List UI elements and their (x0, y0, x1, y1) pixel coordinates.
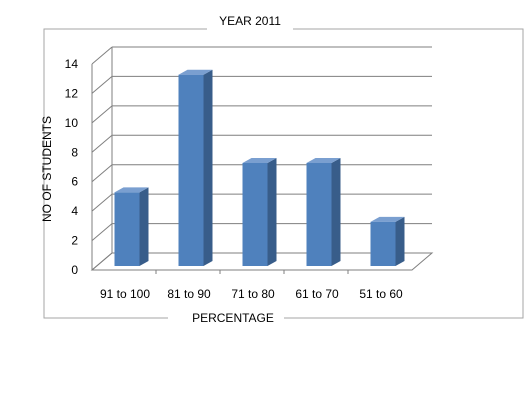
x-tick-label: 61 to 70 (295, 287, 339, 301)
gridline-depth (91, 105, 113, 124)
bar-top (242, 158, 277, 163)
gridline-depth (91, 134, 113, 153)
y-tick-label: 6 (71, 175, 78, 189)
bar (114, 187, 149, 266)
x-tick-label: 81 to 90 (167, 287, 211, 301)
gridline-depth (91, 223, 113, 241)
bar-front (178, 74, 204, 266)
chart-title: YEAR 2011 (219, 14, 281, 28)
gridline-depth (91, 193, 113, 212)
bar-front (242, 163, 268, 266)
bar (242, 158, 277, 266)
bar-side (331, 158, 341, 266)
bar-side (203, 69, 213, 266)
x-tick-label: 71 to 80 (231, 287, 275, 301)
y-tick-label: 14 (65, 57, 79, 71)
gridline-depth (91, 46, 113, 65)
bar-top (178, 69, 213, 75)
gridline-depth (91, 164, 113, 183)
bar-side (395, 216, 405, 266)
y-tick-label: 12 (65, 86, 79, 100)
x-tick-label: 51 to 60 (359, 287, 403, 301)
bar (370, 216, 405, 266)
bars (114, 69, 405, 266)
bar-top (306, 158, 341, 163)
bar-front (306, 163, 332, 266)
y-tick-label: 2 (71, 234, 78, 248)
y-tick-label: 10 (65, 116, 79, 130)
bar-side (139, 187, 149, 266)
y-tick-label: 4 (71, 204, 78, 218)
bar-side (267, 158, 277, 266)
y-axis-title: NO OF STUDENTS (40, 116, 54, 222)
chart-frame (43, 28, 524, 319)
x-tick-label: 91 to 100 (100, 287, 150, 301)
x-tick-labels: 91 to 100 81 to 90 71 to 80 61 to 70 51 to 6… (100, 287, 403, 301)
bar-top (114, 187, 149, 193)
bar (178, 69, 213, 266)
bar-front (114, 192, 140, 266)
bar-top (370, 216, 405, 222)
y-tick-labels: 0 2 4 6 8 10 12 14 (65, 57, 79, 277)
y-tick-label: 0 (71, 263, 78, 277)
y-tick-label: 8 (71, 145, 78, 159)
gridline-depth (91, 76, 113, 94)
x-axis-title: PERCENTAGE (192, 311, 274, 325)
bar-front (370, 221, 396, 266)
floor (90, 252, 434, 271)
bar (306, 158, 341, 266)
